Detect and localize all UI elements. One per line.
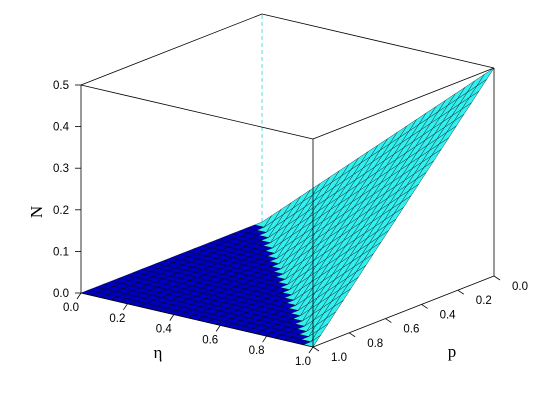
y-tick-mark [348,332,356,338]
x-tick-mark [76,292,82,300]
x-tick-label: 0.8 [249,345,265,357]
box-edge-back [261,13,495,69]
x-tick-mark [123,303,128,311]
z-tick-label: 0.3 [53,163,69,175]
box-back-edges [80,13,495,222]
surface-cell [476,67,495,87]
box-edge-back [80,13,263,86]
y-tick-mark [385,318,392,323]
axis-ticks: 0.0 0.1 0.2 0.3 0.4 0.5 0.0 0.2 0.4 0.6 0.8 1.0 0.0 0… [53,80,528,368]
box-edge-front [312,67,495,140]
y-axis-title: p [448,342,457,361]
x-tick-label: 0.0 [63,302,79,314]
x-tick-label: 0.6 [202,334,218,346]
y-tick-label: 0.2 [476,295,492,307]
y-tick-label: 0.0 [512,281,528,293]
z-tick-label: 0.4 [53,122,70,134]
box-edge-front [80,292,314,348]
x-tick-mark [262,335,267,343]
y-tick-mark [421,304,428,309]
box-front-edges [80,67,495,348]
z-tick-label: 0.0 [53,288,69,300]
z-tick-label: 0.5 [53,80,69,92]
y-tick-label: 1.0 [331,352,347,364]
z-tick-label: 0.1 [53,246,69,258]
y-tick-mark [493,275,501,281]
x-axis-title: η [154,343,163,362]
y-tick-label: 0.8 [367,338,383,350]
box-edge-front [312,275,495,348]
y-tick-mark [312,346,320,352]
x-tick-mark [215,325,221,332]
box-edge-front [80,84,314,140]
y-tick-mark [457,289,465,295]
x-tick-mark [169,314,175,321]
y-tick-label: 0.4 [440,309,457,321]
x-tick-label: 0.4 [156,324,173,336]
surface-mesh [80,67,495,348]
y-tick-label: 0.6 [403,324,419,336]
x-tick-label: 0.2 [109,313,125,325]
x-tick-label: 1.0 [295,356,311,368]
z-tick-label: 0.2 [53,205,69,217]
z-axis-title: N [27,206,46,218]
x-tick-mark [308,346,314,354]
